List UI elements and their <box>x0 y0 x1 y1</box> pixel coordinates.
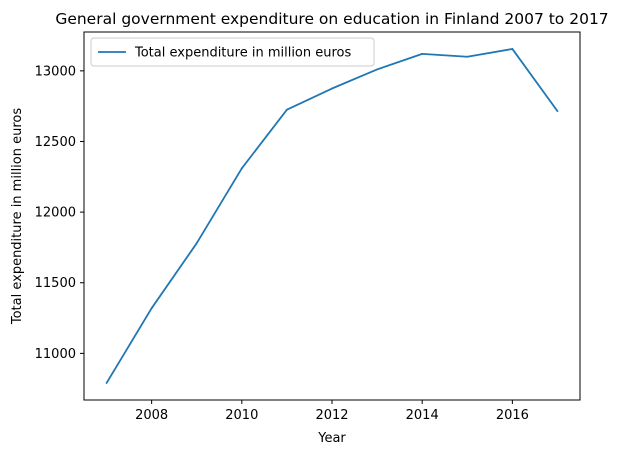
chart-title: General government expenditure on educat… <box>55 10 608 28</box>
x-axis-label: Year <box>317 431 346 446</box>
y-tick-label: 11000 <box>35 347 76 362</box>
data-point <box>150 307 153 310</box>
y-axis-label: Total expenditure in million euros <box>10 108 25 326</box>
legend-label: Total expenditure in million euros <box>134 46 352 61</box>
data-point <box>556 110 559 113</box>
x-tick-label: 2016 <box>496 408 529 423</box>
y-tick-label: 12500 <box>35 135 76 150</box>
x-axis: 2008 2010 2012 2014 2016 <box>135 400 529 423</box>
data-point <box>421 52 424 55</box>
plot-area <box>83 31 581 401</box>
y-axis: 11000 11500 12000 12500 13000 <box>35 64 84 362</box>
y-tick-label: 13000 <box>35 64 76 79</box>
data-point <box>105 382 108 384</box>
data-point <box>286 108 288 111</box>
data-point <box>511 48 514 50</box>
legend-box <box>90 37 375 67</box>
legend: Total expenditure in million euros <box>90 37 375 67</box>
data-point <box>466 55 469 58</box>
data-point <box>240 167 243 170</box>
data-point <box>331 87 333 90</box>
x-tick-label: 2010 <box>225 408 258 423</box>
data-point <box>195 242 198 245</box>
data-point <box>376 68 378 71</box>
x-tick-label: 2012 <box>315 408 348 423</box>
y-tick-label: 11500 <box>35 276 76 291</box>
y-tick-label: 12000 <box>35 206 76 221</box>
series-layer <box>105 48 559 384</box>
x-tick-label: 2014 <box>406 408 439 423</box>
x-tick-label: 2008 <box>135 408 168 423</box>
